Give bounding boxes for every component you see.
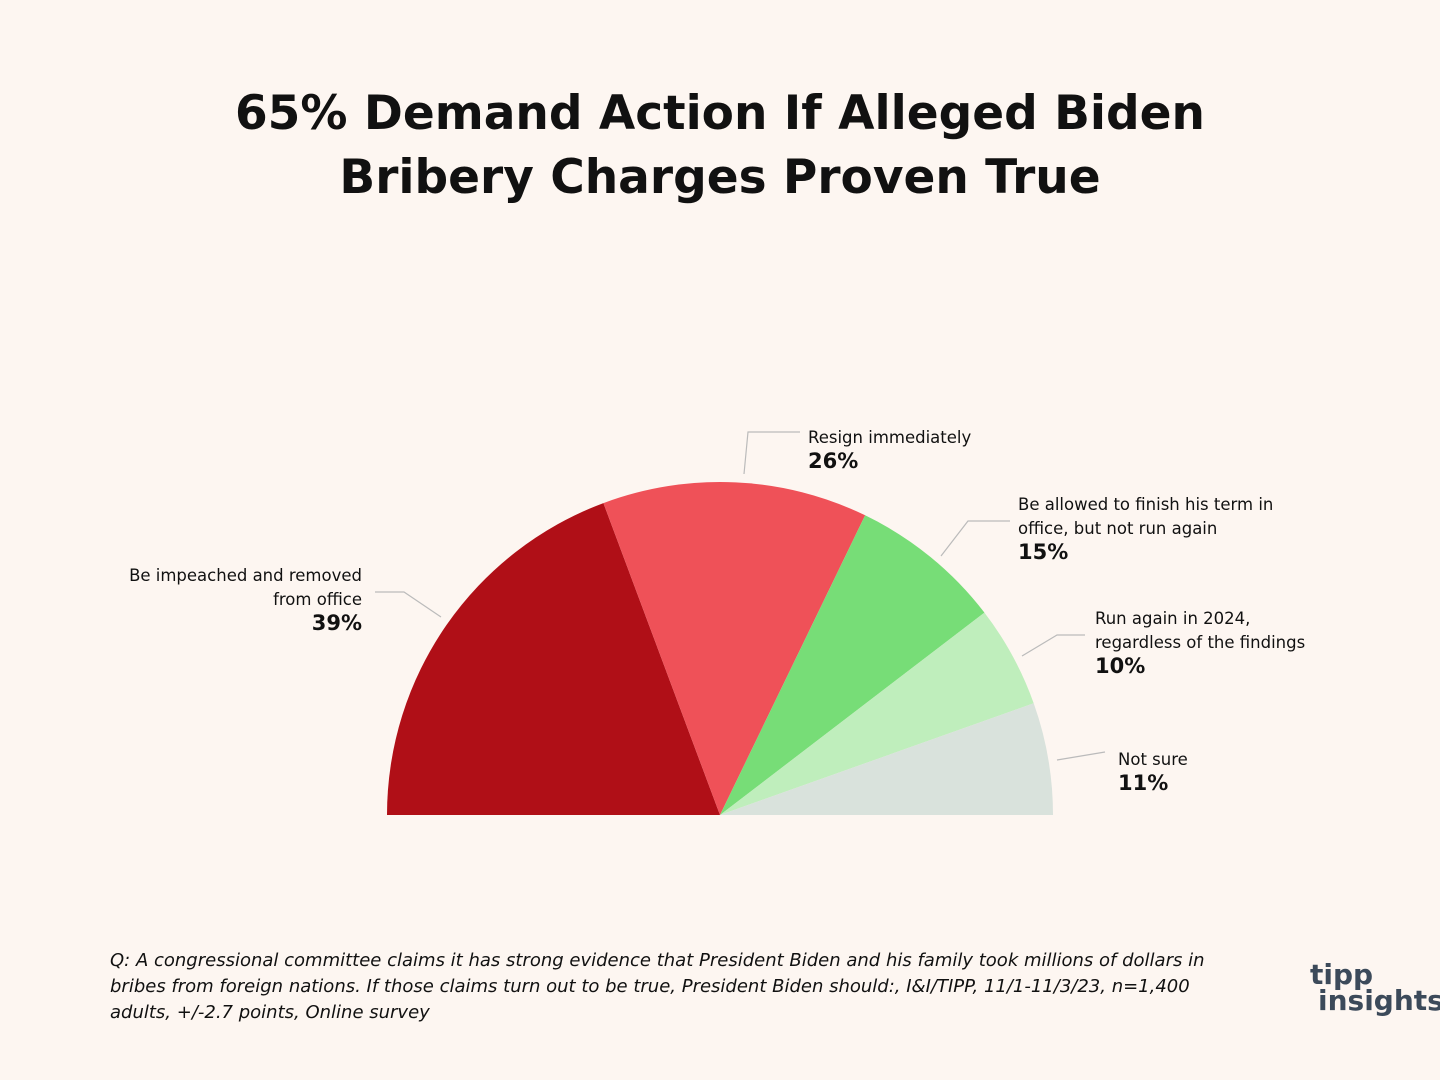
value-label: 26%	[808, 449, 859, 473]
value-label: 15%	[1018, 540, 1069, 564]
leader-line	[375, 591, 442, 618]
slice-label: Be impeached and removed from office 39%	[100, 564, 362, 634]
leader-line	[940, 520, 1010, 557]
slice-label: Resign immediately 26%	[808, 426, 1028, 472]
category-label: Run again in 2024, regardless of the fin…	[1095, 609, 1306, 652]
category-label: Resign immediately	[808, 428, 972, 447]
category-label: Not sure	[1118, 750, 1188, 769]
slice-label: Be allowed to finish his term in office,…	[1018, 493, 1298, 563]
slice-label: Not sure 11%	[1118, 748, 1318, 794]
category-label: Be allowed to finish his term in office,…	[1018, 495, 1274, 538]
slice	[387, 503, 720, 815]
category-label: Be impeached and removed from office	[129, 566, 362, 609]
logo: tipp insights	[1300, 958, 1440, 1017]
value-label: 39%	[311, 611, 362, 635]
slice	[720, 612, 1034, 815]
slice	[603, 481, 866, 815]
leader-line	[1021, 634, 1085, 657]
value-label: 10%	[1095, 654, 1146, 678]
slice-label: Run again in 2024, regardless of the fin…	[1095, 607, 1335, 677]
logo-text: tipp	[1310, 958, 1374, 991]
chart-title: 65% Demand Action If Alleged Biden Bribe…	[234, 86, 1206, 205]
slice	[720, 703, 1053, 815]
logo-text: insights	[1318, 984, 1440, 1017]
footnote: Q: A congressional committee claims it h…	[110, 950, 1205, 1023]
value-label: 11%	[1118, 771, 1169, 795]
slice	[720, 515, 985, 815]
leader-line	[1056, 751, 1106, 761]
leader-line	[743, 431, 800, 475]
